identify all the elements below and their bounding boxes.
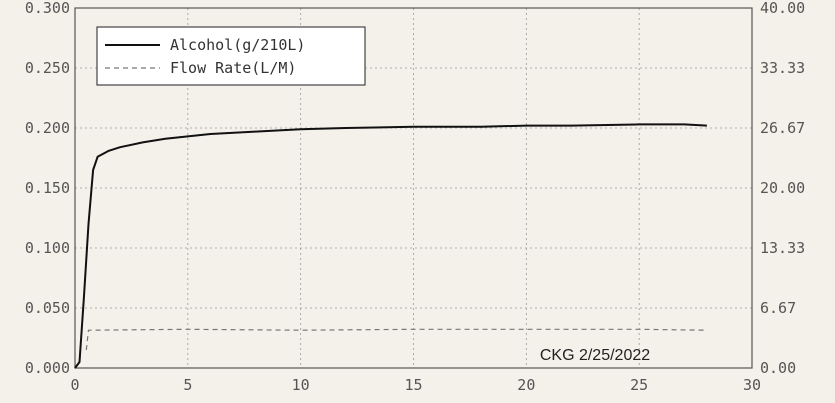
legend: Alcohol(g/210L) Flow Rate(L/M) — [96, 26, 366, 86]
x-tick-label: 30 — [743, 376, 761, 394]
y-tick-label-right: 40.00 — [760, 0, 805, 17]
series-layer — [74, 123, 707, 369]
x-tick-label: 10 — [292, 376, 310, 394]
series-line-flow-rate — [85, 328, 707, 351]
legend-label-alcohol: Alcohol(g/210L) — [170, 36, 305, 54]
axis-layer: 0 5 10 15 20 25 30 0.000 0.050 0.100 0.150 0.200 0.2… — [25, 0, 805, 394]
y-tick-label-right: 13.33 — [760, 239, 805, 257]
series-line-alcohol — [74, 123, 707, 369]
legend-box — [96, 26, 366, 86]
plot-frame — [74, 7, 753, 369]
x-tick-label: 5 — [183, 376, 192, 394]
y-tick-label-right: 0.00 — [760, 359, 796, 377]
annotation-date: CKG 2/25/2022 — [540, 347, 650, 364]
y-tick-label-left: 0.250 — [25, 59, 70, 77]
y-tick-label-left: 0.050 — [25, 299, 70, 317]
x-tick-label: 15 — [404, 376, 422, 394]
y-tick-label-left: 0.100 — [25, 239, 70, 257]
y-tick-label-left: 0.300 — [25, 0, 70, 17]
legend-label-flow-rate: Flow Rate(L/M) — [170, 59, 296, 77]
y-tick-label-left: 0.200 — [25, 119, 70, 137]
x-tick-label: 25 — [630, 376, 648, 394]
y-tick-label-right: 20.00 — [760, 179, 805, 197]
y-tick-label-right: 26.67 — [760, 119, 805, 137]
x-tick-label: 0 — [70, 376, 79, 394]
y-tick-label-right: 6.67 — [760, 299, 796, 317]
y-tick-label-right: 33.33 — [760, 59, 805, 77]
y-tick-label-left: 0.000 — [25, 359, 70, 377]
x-tick-label: 20 — [517, 376, 535, 394]
y-tick-label-left: 0.150 — [25, 179, 70, 197]
